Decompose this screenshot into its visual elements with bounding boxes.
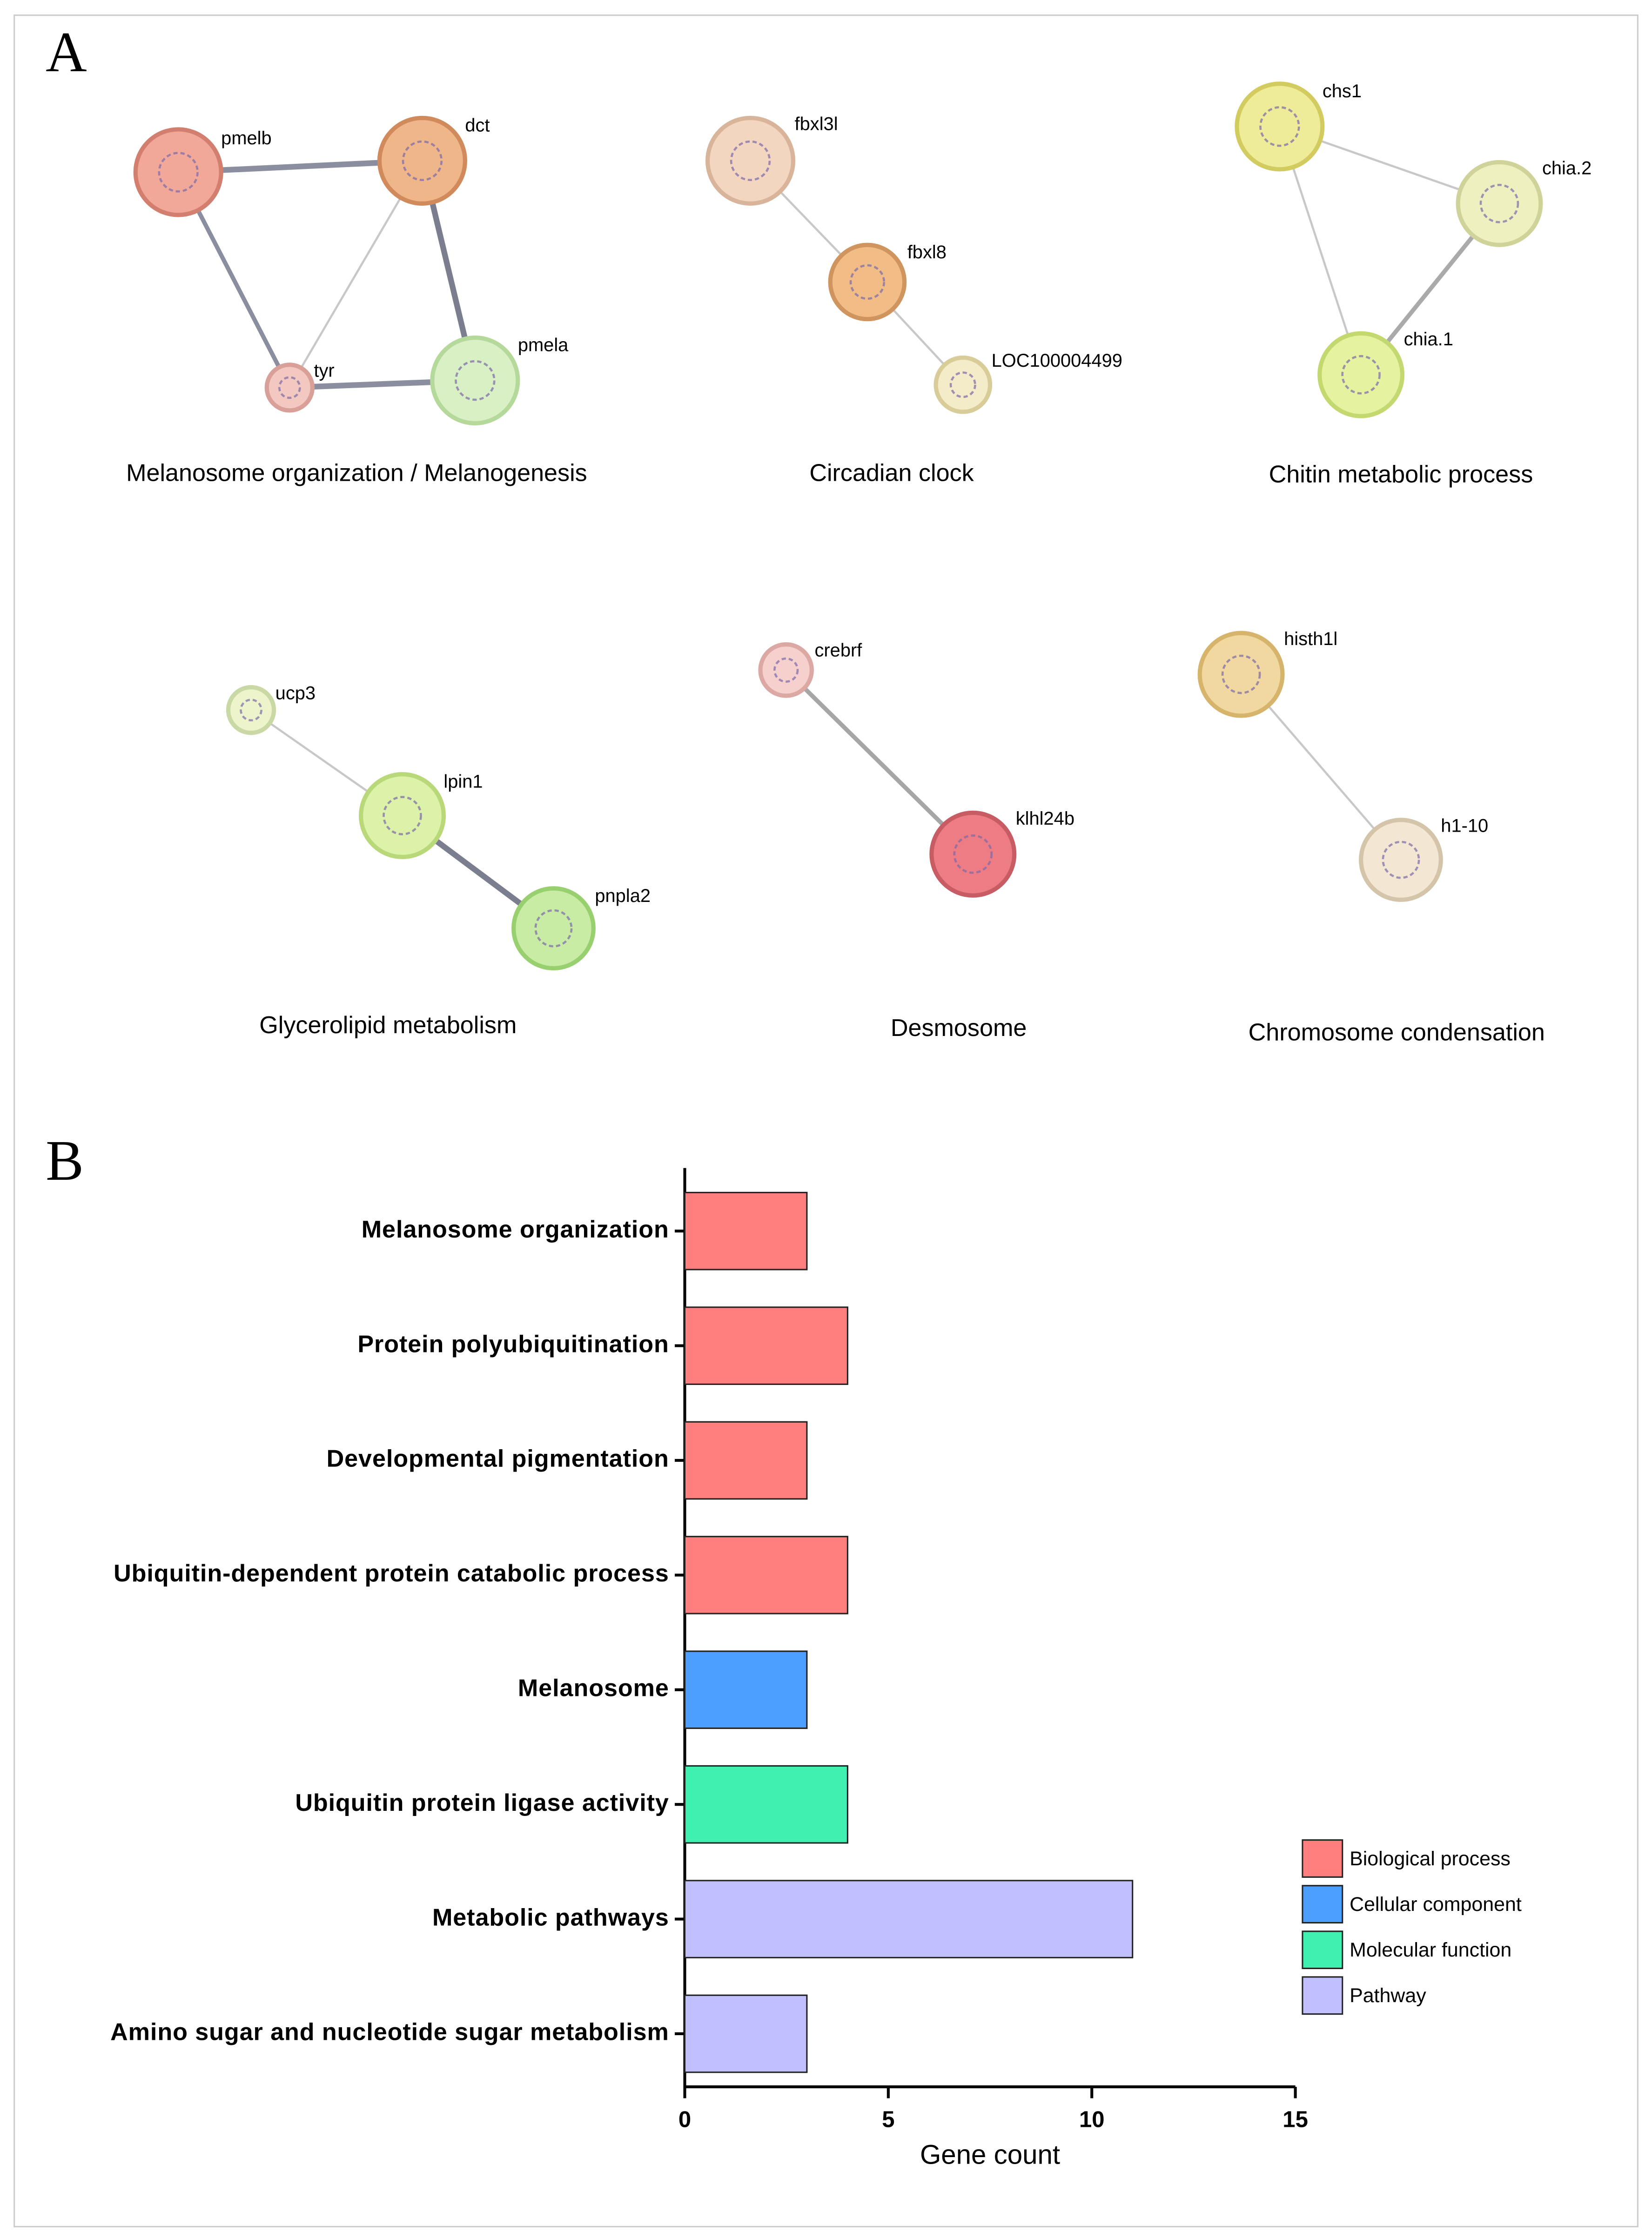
frame bbox=[13, 14, 1639, 2227]
protein-structure bbox=[383, 796, 422, 835]
x-axis-title: Gene count bbox=[920, 2140, 1060, 2170]
y-tick-label: Metabolic pathways bbox=[432, 1904, 669, 1931]
network-caption: Melanosome organization / Melanogenesis bbox=[126, 460, 587, 487]
node-label: chs1 bbox=[1323, 81, 1362, 101]
node-label: dct bbox=[465, 115, 490, 135]
protein-structure bbox=[1221, 654, 1261, 694]
node-label: pnpla2 bbox=[595, 886, 651, 906]
legend-swatch bbox=[1302, 1930, 1343, 1970]
protein-structure bbox=[1382, 840, 1420, 879]
node bbox=[929, 810, 1017, 898]
protein-structure bbox=[240, 699, 262, 722]
node-label: chia.2 bbox=[1542, 158, 1592, 178]
x-tick-label: 0 bbox=[678, 2107, 691, 2132]
protein-structure bbox=[402, 140, 443, 182]
protein-structure bbox=[1479, 184, 1519, 223]
node-label: pmela bbox=[518, 335, 569, 355]
x-tick-label: 15 bbox=[1283, 2107, 1308, 2132]
bar bbox=[684, 1994, 808, 2073]
node bbox=[933, 355, 993, 414]
node bbox=[226, 685, 276, 735]
node-label: pmelb bbox=[221, 128, 272, 148]
node bbox=[758, 642, 814, 698]
node bbox=[1197, 631, 1285, 718]
y-tick-label: Ubiquitin-dependent protein catabolic pr… bbox=[114, 1560, 669, 1587]
node bbox=[133, 127, 223, 217]
protein-structure bbox=[1259, 106, 1300, 147]
protein-structure bbox=[949, 371, 976, 398]
node-label: tyr bbox=[314, 361, 334, 381]
legend-swatch bbox=[1302, 1976, 1343, 2015]
node-label: LOC100004499 bbox=[992, 350, 1122, 371]
network-caption: Desmosome bbox=[891, 1015, 1027, 1042]
y-tick-label: Melanosome bbox=[518, 1675, 669, 1702]
y-tick-label: Ubiquitin protein ligase activity bbox=[295, 1789, 669, 1816]
legend-label: Molecular function bbox=[1350, 1939, 1511, 1961]
node-label: ucp3 bbox=[275, 683, 316, 703]
node bbox=[377, 115, 467, 206]
legend-label: Pathway bbox=[1350, 1984, 1426, 2007]
legend-swatch bbox=[1302, 1839, 1343, 1878]
bar bbox=[684, 1880, 1134, 1958]
protein-structure bbox=[1341, 355, 1381, 395]
bar bbox=[684, 1650, 808, 1729]
network-caption: Chromosome condensation bbox=[1249, 1019, 1545, 1046]
bar bbox=[684, 1306, 848, 1385]
panel-label: B bbox=[46, 1129, 84, 1192]
node-label: crebrf bbox=[814, 640, 862, 661]
node-label: chia.1 bbox=[1404, 329, 1453, 350]
y-tick-label: Developmental pigmentation bbox=[327, 1446, 669, 1472]
legend-swatch bbox=[1302, 1885, 1343, 1923]
protein-structure bbox=[953, 834, 993, 874]
node-label: klhl24b bbox=[1016, 808, 1074, 829]
node-label: fbxl8 bbox=[907, 242, 947, 262]
node-label: histh1l bbox=[1284, 629, 1337, 649]
protein-structure bbox=[773, 657, 799, 683]
panel-label: A bbox=[46, 20, 87, 84]
network-caption: Circadian clock bbox=[809, 460, 974, 487]
bar bbox=[684, 1191, 808, 1271]
node bbox=[1235, 81, 1325, 172]
node bbox=[264, 363, 315, 413]
node-label: fbxl3l bbox=[795, 114, 838, 134]
bar bbox=[684, 1765, 848, 1844]
protein-structure bbox=[849, 264, 886, 300]
network-caption: Glycerolipid metabolism bbox=[259, 1012, 517, 1039]
node bbox=[511, 886, 596, 971]
node bbox=[1317, 331, 1405, 418]
y-tick-label: Protein polyubiquitination bbox=[357, 1331, 669, 1358]
node-label: lpin1 bbox=[443, 772, 483, 792]
node bbox=[828, 242, 907, 322]
x-tick-label: 5 bbox=[882, 2107, 894, 2132]
network-caption: Chitin metabolic process bbox=[1269, 461, 1533, 488]
legend-label: Biological process bbox=[1350, 1848, 1511, 1870]
node-label: h1-10 bbox=[1441, 816, 1488, 836]
edge bbox=[784, 668, 974, 856]
x-tick-label: 10 bbox=[1079, 2107, 1105, 2132]
node bbox=[359, 772, 446, 860]
node bbox=[705, 115, 796, 206]
node bbox=[430, 335, 520, 426]
protein-structure bbox=[158, 152, 199, 193]
y-tick-label: Melanosome organization bbox=[362, 1216, 669, 1243]
y-tick-label: Amino sugar and nucleotide sugar metabol… bbox=[110, 2019, 669, 2046]
protein-structure bbox=[534, 909, 573, 948]
legend-label: Cellular component bbox=[1350, 1893, 1522, 1916]
node bbox=[1359, 818, 1443, 902]
protein-structure bbox=[730, 140, 771, 182]
bar bbox=[684, 1421, 808, 1500]
node bbox=[1456, 160, 1543, 247]
protein-structure bbox=[455, 360, 496, 401]
bar bbox=[684, 1536, 848, 1614]
